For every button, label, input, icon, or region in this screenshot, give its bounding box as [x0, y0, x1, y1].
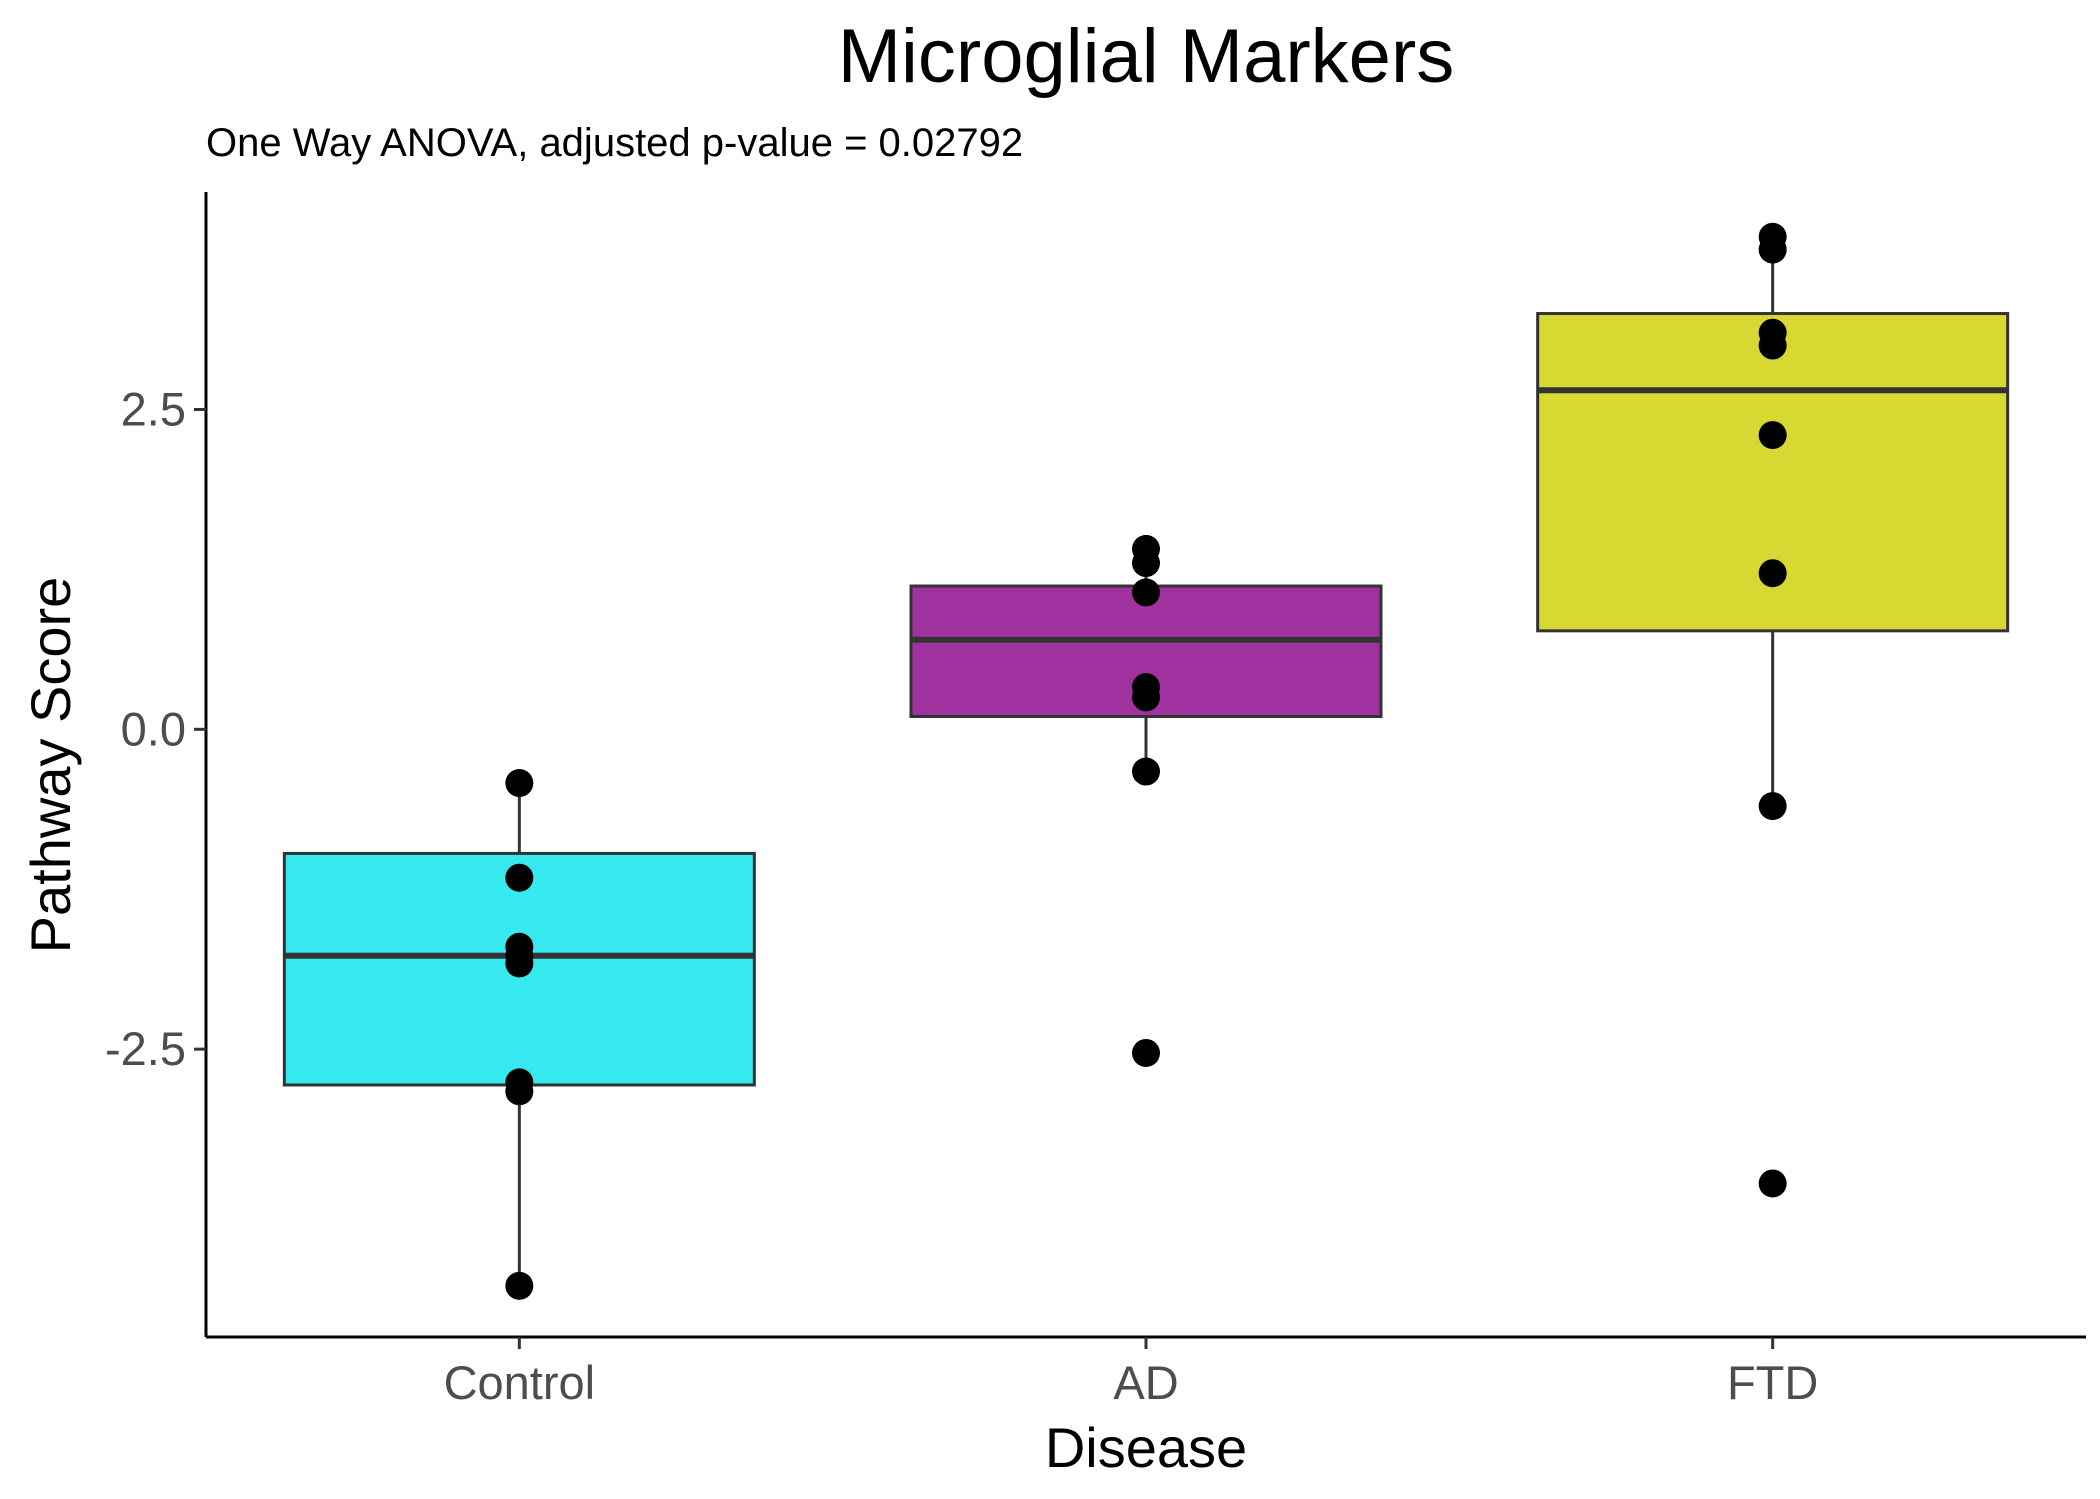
chart-title: Microglial Markers	[838, 14, 1455, 99]
data-point	[1758, 792, 1787, 821]
data-point	[505, 863, 534, 892]
y-ticks: -2.5 0.0 2.5	[105, 382, 206, 1075]
data-point	[1758, 421, 1787, 450]
data-point	[1132, 1038, 1160, 1067]
y-tick-label: 0.0	[121, 702, 186, 755]
points-ftd	[1758, 222, 1787, 1198]
data-point	[505, 949, 534, 978]
x-ticks: Control AD FTD	[444, 1337, 1818, 1409]
data-point	[1758, 1169, 1787, 1198]
data-point	[505, 1077, 534, 1106]
data-point	[1132, 683, 1160, 712]
data-point	[1132, 549, 1160, 578]
y-tick-label: -2.5	[105, 1022, 186, 1075]
data-point	[1758, 559, 1787, 588]
y-tick-label: 2.5	[121, 382, 186, 435]
y-axis-title: Pathway Score	[19, 577, 82, 954]
box-control	[282, 783, 756, 1286]
data-point	[505, 769, 534, 798]
points-control	[505, 769, 534, 1300]
data-point	[1758, 331, 1787, 360]
data-point	[1132, 757, 1160, 786]
plot-area	[282, 222, 2010, 1300]
x-tick-label-control: Control	[444, 1356, 596, 1409]
x-axis-title: Disease	[1045, 1416, 1247, 1479]
data-point	[1132, 578, 1160, 607]
data-point	[505, 1271, 534, 1300]
chart-subtitle: One Way ANOVA, adjusted p-value = 0.0279…	[206, 121, 1023, 165]
x-tick-label-ftd: FTD	[1727, 1356, 1818, 1409]
x-tick-label-ad: AD	[1113, 1356, 1178, 1409]
data-point	[1758, 235, 1787, 264]
points-ad	[1132, 534, 1160, 1067]
